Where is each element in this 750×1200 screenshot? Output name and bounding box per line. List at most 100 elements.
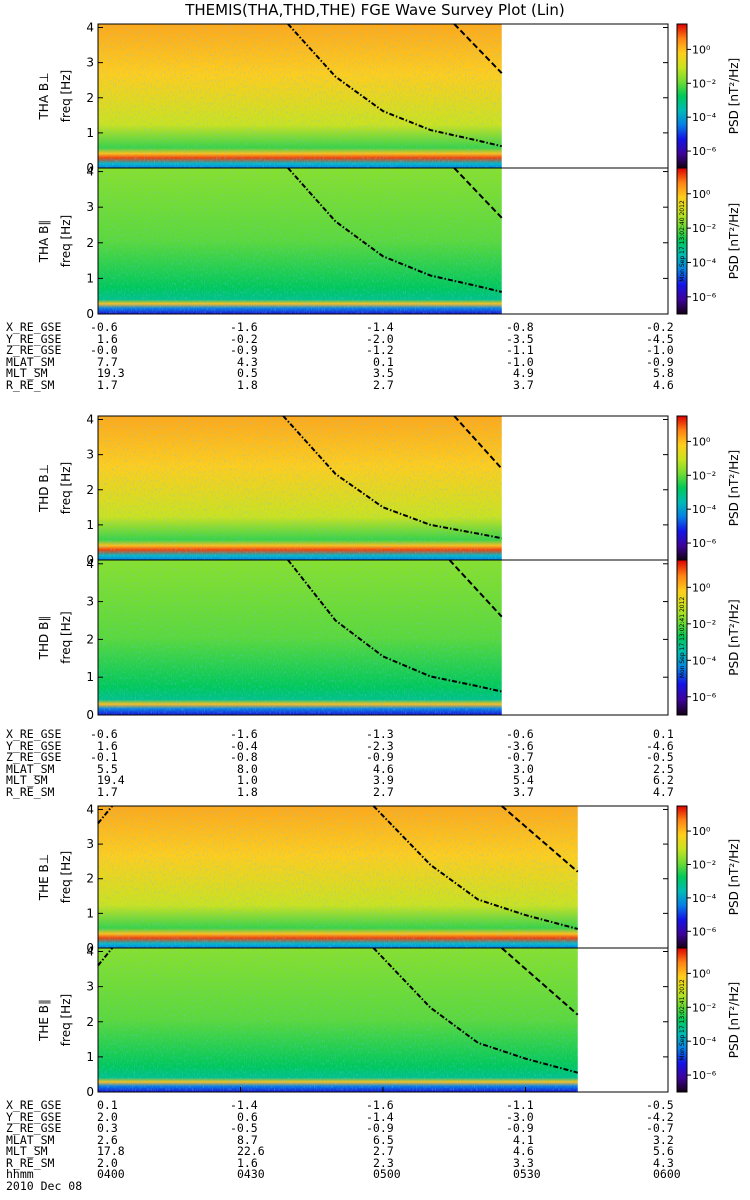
ephem-label: Z_RE_GSE (6, 750, 62, 764)
y-tick-label: 3 (86, 448, 94, 462)
ephem-value: -0.0 (90, 343, 118, 357)
y-tick-label: 1 (86, 906, 94, 920)
y-tick-label: 4 (86, 21, 94, 35)
spectrogram-noise (98, 560, 502, 715)
panel-label: THE B⊥ (37, 854, 51, 901)
ephem-value: -1.4 (366, 320, 394, 334)
ephem-value: 1.8 (237, 377, 258, 392)
ephem-value: 0.3 (97, 1121, 118, 1135)
ephem-value: 2.0 (97, 1155, 118, 1170)
ephem-label: R_RE_SM (6, 1155, 55, 1170)
ephem-value: -0.1 (90, 750, 118, 764)
ephem-value: 5.5 (97, 761, 118, 776)
ephem-value: 1.6 (97, 331, 118, 346)
ephem-value: -1.6 (366, 1098, 394, 1112)
ephem-value: -0.9 (506, 1121, 534, 1135)
spectrogram-noise (98, 168, 502, 314)
curve-dashed (453, 415, 503, 470)
ephem-value: -1.1 (506, 1098, 534, 1112)
ephem-value: 2.7 (373, 1144, 394, 1158)
ephem-value: 0.5 (237, 366, 258, 380)
curve-dashdot (97, 947, 114, 967)
colorbar (676, 947, 688, 1093)
ephem-value: -4.2 (646, 1109, 674, 1124)
ephem-value: 1.6 (237, 1155, 258, 1170)
ephem-value: 4.3 (237, 354, 258, 369)
ephem-value: -1.1 (506, 343, 534, 357)
ephem-value: 2.5 (653, 761, 674, 776)
curve-dashdot (287, 559, 502, 693)
colorbar-tick-label: 10⁻⁶ (692, 291, 717, 304)
ephem-value: 1.8 (237, 784, 258, 799)
ephem-value: 7.7 (97, 354, 118, 369)
curve-dashed (501, 947, 579, 1016)
colorbar-tick-label: 10⁻⁶ (692, 1069, 717, 1082)
ephem-label: R_RE_SM (6, 377, 55, 392)
y-tick-label: 3 (86, 595, 94, 609)
x-tick-label: 0500 (373, 1167, 401, 1181)
colorbar-tick-label: 10⁻⁴ (692, 1035, 717, 1048)
y-axis-label: freq [Hz] (59, 994, 73, 1046)
ephem-value: -1.2 (366, 343, 394, 357)
panel-label: THD B⊥ (37, 464, 51, 513)
ephem-value: 3.7 (513, 377, 534, 392)
ephem-value: 3.7 (513, 784, 534, 799)
colorbar (676, 805, 688, 949)
ephem-value: 4.6 (653, 377, 674, 392)
curve-dashed (453, 167, 503, 219)
y-tick-label: 2 (86, 236, 94, 250)
y-tick-label: 0 (86, 307, 94, 321)
spectrogram-noise (98, 24, 502, 168)
colorbar-tick-label: 10⁻² (692, 618, 716, 631)
ephem-label: Y_RE_GSE (6, 1109, 62, 1124)
colorbar-tick-label: 10⁰ (692, 188, 711, 201)
ephem-value: -1.6 (230, 320, 258, 334)
ephem-value: -0.9 (366, 1121, 394, 1135)
y-tick-label: 4 (86, 945, 94, 959)
ephem-value: 0.1 (653, 727, 674, 741)
ephem-value: -0.8 (230, 750, 258, 764)
y-tick-label: 2 (86, 483, 94, 497)
panel-thd-bpar: 0 1 2 3 4 freq [Hz] THD B∥ 10⁰ 10⁻² 10⁻⁴ 10⁻⁶ PSD [… (37, 557, 741, 722)
ephem-value: 2.0 (97, 1109, 118, 1124)
y-tick-label: 1 (86, 126, 94, 140)
ephem-value: 3.0 (513, 761, 534, 776)
curve-dashdot (282, 415, 502, 540)
ephem-label: X_RE_GSE (6, 727, 62, 741)
ephem-value: -2.0 (366, 331, 394, 346)
ephem-value: -1.4 (366, 1109, 394, 1124)
curve-dashdot (287, 23, 502, 148)
x-tick-label: 0430 (237, 1167, 265, 1181)
ephem-value: 4.9 (513, 366, 534, 380)
ephem-value: 4.3 (653, 1155, 674, 1170)
ephem-value: -0.5 (646, 1098, 674, 1112)
y-tick-label: 0 (86, 941, 94, 955)
ephem-value: -0.6 (90, 727, 118, 741)
ephem-label: Z_RE_GSE (6, 1121, 62, 1135)
colorbar-tick-label: 10⁻² (692, 77, 716, 90)
colorbar-tick-label: 10⁻² (692, 1001, 716, 1014)
ephem-value: 3.2 (653, 1132, 674, 1147)
colorbar-tick-label: 10⁻⁴ (692, 654, 717, 667)
colorbar-label: PSD [nT²/Hz] (727, 58, 741, 134)
ephem-value: 5.4 (513, 773, 534, 787)
ephem-value: 17.8 (97, 1144, 125, 1158)
ephem-value: -0.6 (90, 320, 118, 334)
ephem-value: -4.5 (646, 331, 674, 346)
ephem-value: -0.7 (506, 750, 534, 764)
curve-dashed (453, 23, 503, 74)
ephem-value: 8.7 (237, 1132, 258, 1147)
y-tick-label: 3 (86, 56, 94, 70)
ephem-value: 2.7 (373, 784, 394, 799)
ephem-label: Z_RE_GSE (6, 343, 62, 357)
colorbar-label: PSD [nT²/Hz] (727, 982, 741, 1058)
colorbar-label: PSD [nT²/Hz] (727, 203, 741, 279)
curve-dashed (448, 559, 503, 618)
colorbar-label: PSD [nT²/Hz] (727, 839, 741, 915)
colorbar (676, 415, 688, 561)
panel-label: THD B∥ (37, 616, 51, 661)
ephem-value: 22.6 (237, 1144, 265, 1158)
colorbar-tick-label: 10⁻² (692, 222, 716, 235)
ephem-value: 19.4 (97, 773, 125, 787)
